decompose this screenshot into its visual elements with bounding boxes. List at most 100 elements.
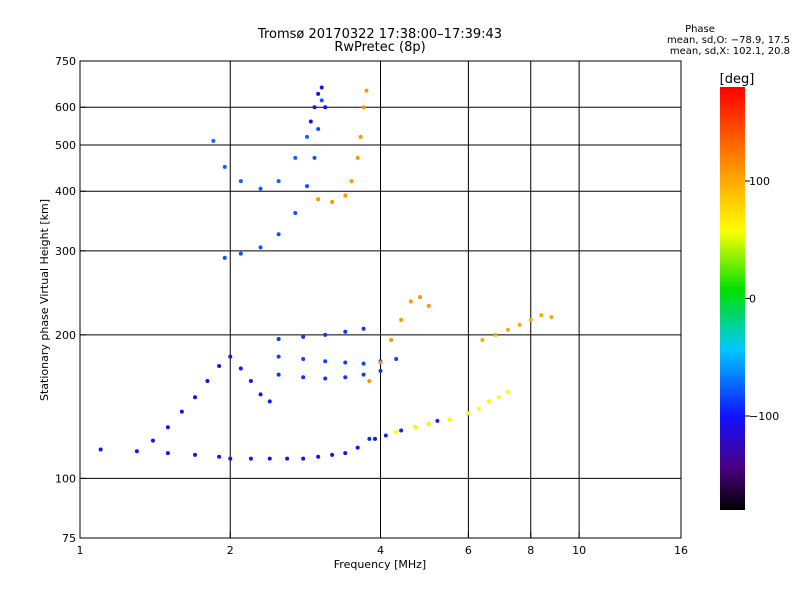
y-tick-label: 100 [55, 472, 76, 485]
data-point [349, 179, 354, 184]
data-point [308, 119, 313, 124]
data-point [323, 105, 328, 110]
data-point [378, 368, 383, 373]
colorbar-label: [deg] [720, 72, 755, 87]
x-tick-label: 4 [377, 544, 384, 557]
data-point [435, 418, 440, 423]
data-point [330, 199, 335, 204]
data-point [293, 211, 298, 216]
data-point [319, 98, 324, 103]
phase-line-x: mean, sd,X: 102.1, 20.8 [669, 46, 790, 57]
colorbar [720, 87, 745, 510]
data-point [496, 395, 501, 400]
data-point [301, 456, 306, 461]
data-point [383, 433, 388, 438]
data-point [98, 447, 103, 452]
data-point [258, 186, 263, 191]
data-point [447, 417, 452, 422]
x-tick-label: 8 [527, 544, 534, 557]
data-point [193, 395, 198, 400]
y-tick-label: 500 [55, 139, 76, 152]
data-points [98, 85, 554, 461]
data-point [301, 375, 306, 380]
data-point [378, 360, 383, 365]
data-point [258, 245, 263, 250]
chart-subtitle: RwPretec (8p) [334, 40, 426, 55]
data-point [330, 452, 335, 457]
phase-info: Phase mean, sd,O: −78.9, 17.5 mean, sd,X… [600, 24, 800, 57]
data-point [276, 354, 281, 359]
x-tick-label: 16 [674, 544, 688, 557]
data-point [179, 409, 184, 414]
data-point [319, 85, 324, 90]
phase-heading: Phase [685, 24, 715, 35]
data-point [316, 454, 321, 459]
y-tick-labels: 75 100 200 300 400 500 600 750 [55, 55, 86, 545]
data-point [248, 456, 253, 461]
data-point [505, 327, 510, 332]
data-point [267, 456, 272, 461]
data-point [258, 392, 263, 397]
data-point [301, 356, 306, 361]
data-point [361, 326, 366, 331]
data-point [355, 445, 360, 450]
data-point [217, 454, 222, 459]
y-axis-label: Stationary phase Virtual Height [km] [38, 199, 51, 401]
data-point [316, 127, 321, 132]
data-point [238, 179, 243, 184]
data-point [394, 430, 399, 435]
data-point [358, 134, 363, 139]
data-point [373, 436, 378, 441]
data-point [505, 389, 510, 394]
x-tick-label: 6 [465, 544, 472, 557]
data-point [293, 155, 298, 160]
colorbar-tick-label: 0 [749, 293, 756, 306]
data-point [276, 372, 281, 377]
data-point [217, 364, 222, 369]
data-point [316, 197, 321, 202]
data-point [361, 105, 366, 110]
data-point [276, 232, 281, 237]
x-tick-label: 1 [77, 544, 84, 557]
data-point [193, 452, 198, 457]
y-tick-label: 75 [62, 532, 76, 545]
data-point [150, 438, 155, 443]
x-tick-label: 2 [227, 544, 234, 557]
data-point [343, 451, 348, 456]
data-point [316, 91, 321, 96]
data-point [364, 88, 369, 93]
data-point [361, 361, 366, 366]
data-point [528, 317, 533, 322]
data-point [399, 317, 404, 322]
x-axis-label: Frequency [MHz] [334, 558, 426, 571]
data-point [267, 399, 272, 404]
data-point [305, 134, 310, 139]
data-point [418, 295, 423, 300]
data-point [312, 155, 317, 160]
colorbar-tick-label: 100 [749, 175, 770, 188]
data-point [355, 155, 360, 160]
data-point [323, 359, 328, 364]
data-point [408, 299, 413, 304]
data-point [305, 184, 310, 189]
data-point [165, 425, 170, 430]
data-point [228, 354, 233, 359]
data-point [238, 366, 243, 371]
data-point [343, 360, 348, 365]
data-point [480, 338, 485, 343]
data-point [343, 193, 348, 198]
chart-title: Tromsø 20170322 17:38:00–17:39:43 [257, 27, 503, 42]
data-point [222, 164, 227, 169]
data-point [549, 314, 554, 319]
data-point [248, 379, 253, 384]
data-point [211, 138, 216, 143]
colorbar-tick-label: −100 [749, 410, 779, 423]
y-tick-label: 400 [55, 185, 76, 198]
y-tick-label: 600 [55, 101, 76, 114]
data-point [323, 332, 328, 337]
data-point [487, 399, 492, 404]
data-point [389, 338, 394, 343]
data-point [367, 379, 372, 384]
data-point [205, 379, 210, 384]
